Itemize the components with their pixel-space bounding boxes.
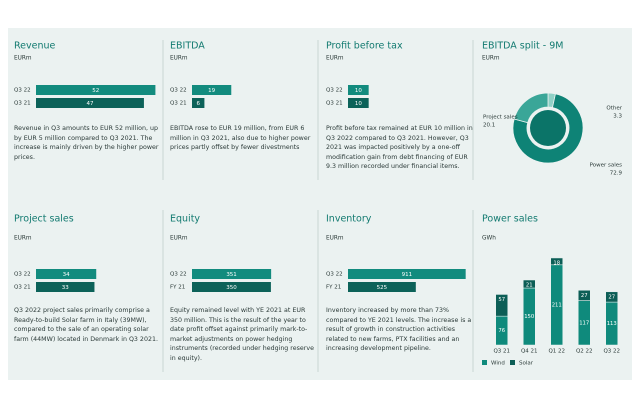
description: Profit before tax remained at EUR 10 mil… bbox=[326, 125, 473, 171]
bar bbox=[36, 98, 144, 108]
bar-label: Q3 21 bbox=[326, 101, 343, 107]
bar-label: Q3 21 bbox=[14, 285, 31, 291]
bar bbox=[192, 269, 272, 279]
x-tick-label: Q1 22 bbox=[548, 349, 565, 355]
description: Inventory increased by more than 73% com… bbox=[326, 307, 472, 353]
slice-value: 3.3 bbox=[613, 114, 622, 120]
unit-label: GWh bbox=[482, 236, 496, 242]
x-tick-label: Q2 22 bbox=[576, 349, 593, 355]
bar-segment bbox=[578, 290, 591, 301]
bar-segment bbox=[495, 294, 508, 317]
value-label: 113 bbox=[607, 321, 617, 327]
value-label: 150 bbox=[524, 314, 535, 320]
bar bbox=[348, 269, 466, 279]
panel-title: EBITDA bbox=[170, 41, 205, 52]
unit-label: EURm bbox=[170, 236, 188, 242]
bar-segment bbox=[550, 257, 563, 266]
bar bbox=[348, 282, 416, 292]
description: Revenue in Q3 amounts to EUR 52 million,… bbox=[14, 125, 159, 161]
panel-title: EBITDA split - 9M bbox=[482, 41, 563, 52]
x-tick-label: Q3 22 bbox=[603, 349, 620, 355]
bar-label: FY 21 bbox=[326, 285, 341, 291]
slice-label: Other bbox=[606, 106, 622, 112]
unit-label: EURm bbox=[482, 56, 500, 62]
donut-inner bbox=[530, 110, 566, 146]
value-label: 27 bbox=[581, 293, 588, 299]
pie-slice bbox=[512, 93, 584, 164]
legend-swatch bbox=[510, 360, 515, 365]
bar bbox=[192, 282, 271, 292]
bar-label: Q3 22 bbox=[326, 88, 343, 94]
value-label: 52 bbox=[92, 88, 99, 94]
description: EBITDA rose to EUR 19 million, from EUR … bbox=[170, 125, 311, 152]
bar-label: FY 21 bbox=[170, 285, 185, 291]
bar bbox=[348, 85, 369, 95]
value-label: 47 bbox=[86, 101, 93, 107]
bar bbox=[36, 85, 156, 95]
description: Q3 2022 project sales primarily comprise… bbox=[14, 307, 158, 343]
unit-label: EURm bbox=[326, 56, 344, 62]
slice-label: Project sales bbox=[483, 115, 518, 121]
bar-label: Q3 21 bbox=[170, 101, 187, 107]
bar-label: Q3 22 bbox=[14, 272, 31, 278]
bar bbox=[36, 269, 97, 279]
pie-slice bbox=[513, 92, 549, 124]
bar bbox=[192, 98, 205, 108]
bar bbox=[192, 85, 232, 95]
legend-swatch bbox=[482, 360, 487, 365]
value-label: 350 bbox=[226, 285, 237, 291]
unit-label: EURm bbox=[170, 56, 188, 62]
bar bbox=[36, 282, 95, 292]
bar-label: Q3 22 bbox=[14, 88, 31, 94]
value-label: 117 bbox=[579, 320, 589, 326]
value-label: 211 bbox=[552, 302, 562, 308]
panel-title: Equity bbox=[170, 214, 200, 225]
value-label: 6 bbox=[196, 101, 200, 107]
value-label: 18 bbox=[553, 260, 560, 266]
slice-value: 72.9 bbox=[610, 171, 623, 177]
slice-value: 20.1 bbox=[483, 123, 495, 129]
bar-segment bbox=[605, 291, 618, 303]
value-label: 57 bbox=[498, 297, 505, 303]
value-label: 525 bbox=[377, 285, 388, 291]
value-label: 33 bbox=[62, 285, 69, 291]
unit-label: EURm bbox=[326, 236, 344, 242]
value-label: 911 bbox=[402, 272, 413, 278]
x-tick-label: Q3 21 bbox=[493, 349, 510, 355]
panel-title: Project sales bbox=[14, 214, 74, 225]
panel-title: Power sales bbox=[482, 214, 538, 225]
legend-label: Wind bbox=[491, 361, 505, 367]
value-label: 19 bbox=[208, 88, 215, 94]
value-label: 76 bbox=[498, 328, 505, 334]
bar-label: Q3 22 bbox=[170, 88, 187, 94]
panel-title: Inventory bbox=[326, 214, 372, 225]
panel-title: Revenue bbox=[14, 41, 56, 52]
bar-label: Q3 22 bbox=[170, 272, 187, 278]
value-label: 21 bbox=[526, 283, 533, 289]
panel-title: Profit before tax bbox=[326, 41, 403, 52]
value-label: 34 bbox=[63, 272, 70, 278]
legend-label: Solar bbox=[519, 361, 534, 367]
value-label: 351 bbox=[226, 272, 237, 278]
slice-label: Power sales bbox=[590, 163, 623, 169]
x-tick-label: Q4 21 bbox=[521, 349, 538, 355]
value-label: 10 bbox=[355, 88, 362, 94]
bar-label: Q3 21 bbox=[14, 101, 31, 107]
value-label: 27 bbox=[608, 294, 615, 300]
unit-label: EURm bbox=[14, 236, 32, 242]
bar bbox=[348, 98, 369, 108]
bar-segment bbox=[523, 279, 536, 289]
description: Equity remained level with YE 2021 at EU… bbox=[170, 307, 314, 362]
value-label: 10 bbox=[355, 101, 362, 107]
bar-label: Q3 22 bbox=[326, 272, 343, 278]
unit-label: EURm bbox=[14, 56, 32, 62]
